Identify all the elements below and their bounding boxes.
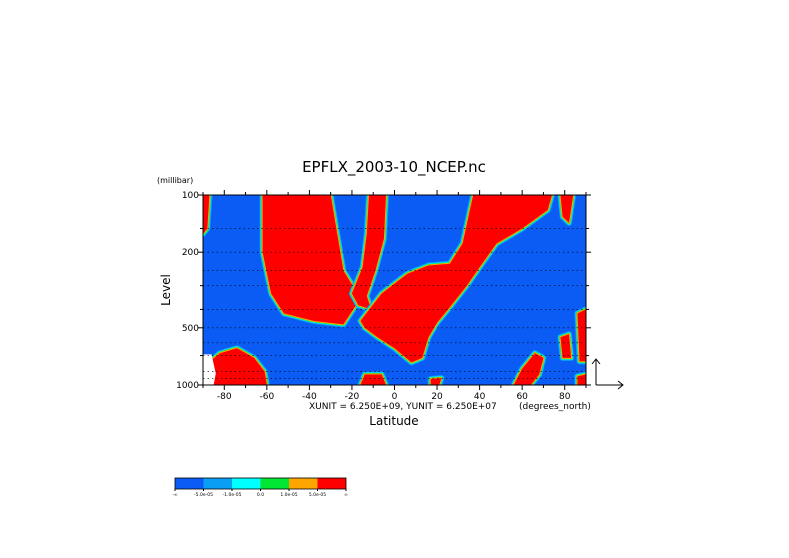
contour-fill	[560, 334, 572, 358]
x-tick-label: 60	[516, 392, 528, 402]
contour-fill	[203, 195, 210, 234]
x-axis-title: Latitude	[369, 414, 418, 428]
colorbar-label: -∞	[172, 493, 178, 498]
y-tick-label: 1000	[176, 381, 199, 391]
contour-fill	[360, 374, 386, 385]
x-tick-label: 0	[392, 392, 398, 402]
colorbar-swatch	[260, 478, 289, 489]
contour-region	[574, 371, 586, 385]
contour-fill	[513, 353, 544, 385]
colorbar-label: -5.0e-05	[194, 492, 213, 498]
contour-region	[574, 306, 586, 365]
contour-region	[557, 195, 577, 226]
y-unit-label: (millibar)	[157, 176, 193, 185]
contour-fill	[577, 374, 586, 385]
contour-fill	[203, 348, 267, 385]
contour-fill	[262, 195, 361, 325]
colorbar-swatch	[175, 478, 204, 489]
contour-region	[259, 195, 364, 328]
colorbar: -∞ -5.0e-05 -1.0e-05 0.0 1.0e-05 5.0e-05 ∞	[172, 477, 348, 498]
y-tick-label: 500	[182, 324, 199, 334]
contour-fill	[560, 195, 574, 223]
colorbar-label: -1.0e-05	[223, 492, 242, 498]
x-tick-label: 20	[431, 392, 443, 402]
colorbar-swatch	[232, 478, 261, 489]
x-tick-label: 80	[559, 392, 571, 402]
contour-region	[357, 195, 555, 366]
contour-region	[557, 331, 575, 361]
colorbar-swatch	[203, 478, 232, 489]
x-tick-label: -80	[217, 392, 232, 402]
x-tick-label: -20	[345, 392, 360, 402]
x-unit-label: (degrees_north)	[519, 402, 591, 412]
contour-fill	[577, 309, 586, 362]
x-tick-label: -40	[302, 392, 317, 402]
contour-region	[357, 371, 389, 385]
contour-region	[427, 375, 445, 385]
vector-reference-icon	[591, 358, 624, 390]
contour-region	[510, 350, 547, 385]
chart-title: EPFLX_2003-10_NCEP.nc	[302, 158, 486, 177]
contour-region	[203, 345, 270, 385]
contour-fill	[430, 378, 442, 385]
y-tick-label: 200	[182, 248, 199, 258]
colorbar-label: 5.0e-05	[309, 492, 326, 498]
contour-fill	[360, 195, 552, 363]
x-tick-label: -60	[259, 392, 274, 402]
colorbar-swatch	[317, 478, 346, 489]
y-axis-title: Level	[159, 274, 173, 306]
colorbar-label: 0.0	[257, 492, 264, 498]
colorbar-label: 1.0e-05	[280, 492, 297, 498]
x-tick-label: 40	[474, 392, 486, 402]
scale-note: XUNIT = 6.250E+09, YUNIT = 6.250E+07	[309, 402, 497, 412]
colorbar-label: ∞	[344, 493, 348, 498]
colorbar-swatch	[289, 478, 318, 489]
contour-region	[203, 195, 213, 237]
y-tick-label: 100	[182, 191, 199, 201]
contour-fill	[351, 195, 386, 310]
plot-area	[202, 194, 587, 386]
missing-data-region	[203, 354, 216, 385]
